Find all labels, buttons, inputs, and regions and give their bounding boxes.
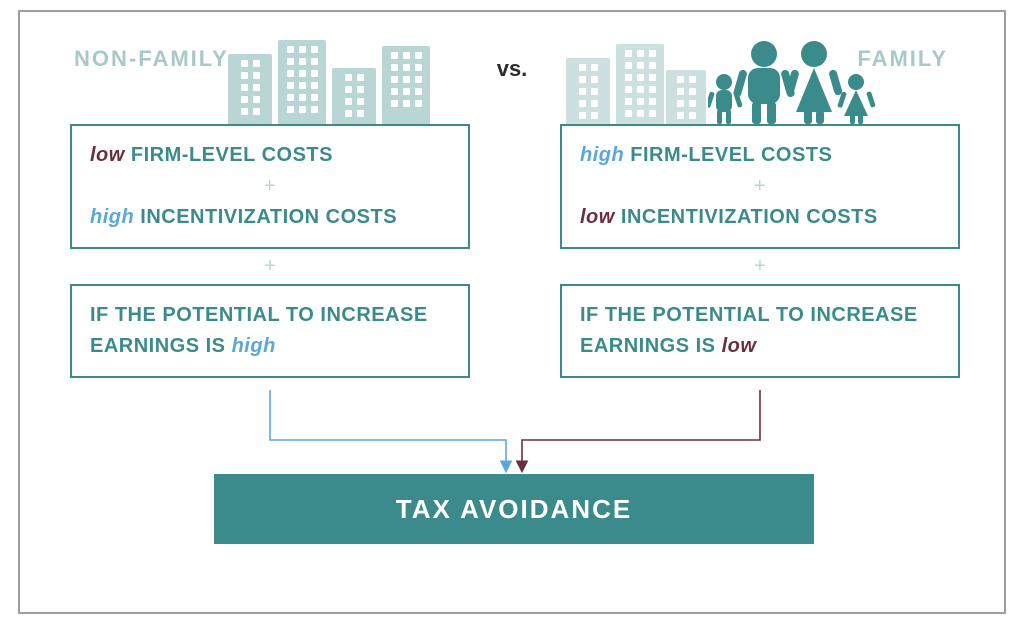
left-costs-box: low FIRM-LEVEL COSTS + high INCENTIVIZAT…	[70, 124, 470, 249]
result-box: TAX AVOIDANCE	[214, 474, 814, 544]
emphasis-low: low	[722, 335, 757, 357]
text: FIRM-LEVEL COSTS	[624, 144, 832, 166]
text: INCENTIVIZATION COSTS	[615, 206, 878, 228]
right-costs-box: high FIRM-LEVEL COSTS + low INCENTIVIZAT…	[560, 124, 960, 249]
plus: +	[70, 255, 470, 278]
text: INCENTIVIZATION COSTS	[134, 206, 397, 228]
left-column: low FIRM-LEVEL COSTS + high INCENTIVIZAT…	[70, 124, 470, 378]
plus: +	[560, 255, 960, 278]
arrow-left	[270, 390, 506, 470]
emphasis-high: high	[90, 206, 134, 228]
emphasis-high: high	[580, 144, 624, 166]
result-label: TAX AVOIDANCE	[396, 494, 632, 525]
buildings-icon	[566, 32, 706, 124]
emphasis-high: high	[232, 335, 276, 357]
emphasis-low: low	[90, 144, 125, 166]
buildings-icon	[228, 32, 428, 124]
family-icon	[708, 32, 878, 124]
text: FIRM-LEVEL COSTS	[125, 144, 333, 166]
left-condition-box: IF THE POTENTIAL TO INCREASE EARNINGS IS…	[70, 284, 470, 378]
plus: +	[580, 171, 940, 202]
right-condition-box: IF THE POTENTIAL TO INCREASE EARNINGS IS…	[560, 284, 960, 378]
plus: +	[90, 171, 450, 202]
arrow-right	[522, 390, 760, 470]
emphasis-low: low	[580, 206, 615, 228]
right-column: high FIRM-LEVEL COSTS + low INCENTIVIZAT…	[560, 124, 960, 378]
diagram-frame: NON-FAMILY vs. FAMILY low	[18, 10, 1006, 614]
